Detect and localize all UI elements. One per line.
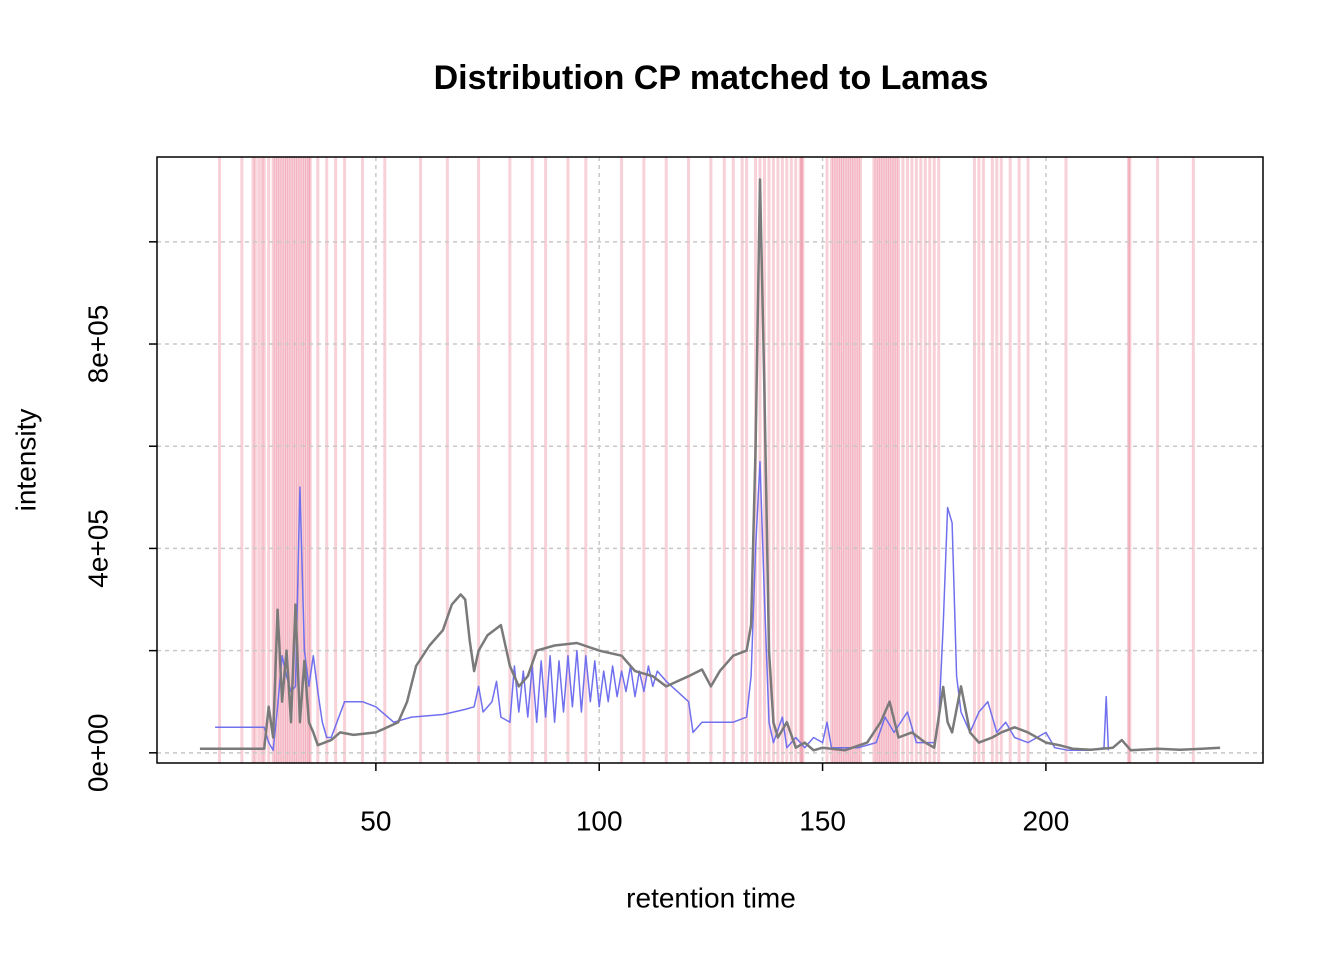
- y-tick-label: 8e+05: [82, 305, 113, 384]
- y-axis-label: intensity: [10, 409, 41, 512]
- x-tick-label: 200: [1023, 805, 1070, 836]
- x-axis-label: retention time: [626, 882, 796, 913]
- x-tick-label: 50: [360, 805, 391, 836]
- series-line: [199, 178, 1221, 752]
- x-tick-label: 100: [576, 805, 623, 836]
- x-tick-label: 150: [799, 805, 846, 836]
- plot-frame: [156, 156, 1264, 764]
- chart-title: Distribution CP matched to Lamas: [434, 59, 989, 97]
- y-tick-label: 0e+00: [82, 714, 113, 793]
- series-line: [215, 460, 1110, 752]
- y-tick-label: 4e+05: [82, 509, 113, 588]
